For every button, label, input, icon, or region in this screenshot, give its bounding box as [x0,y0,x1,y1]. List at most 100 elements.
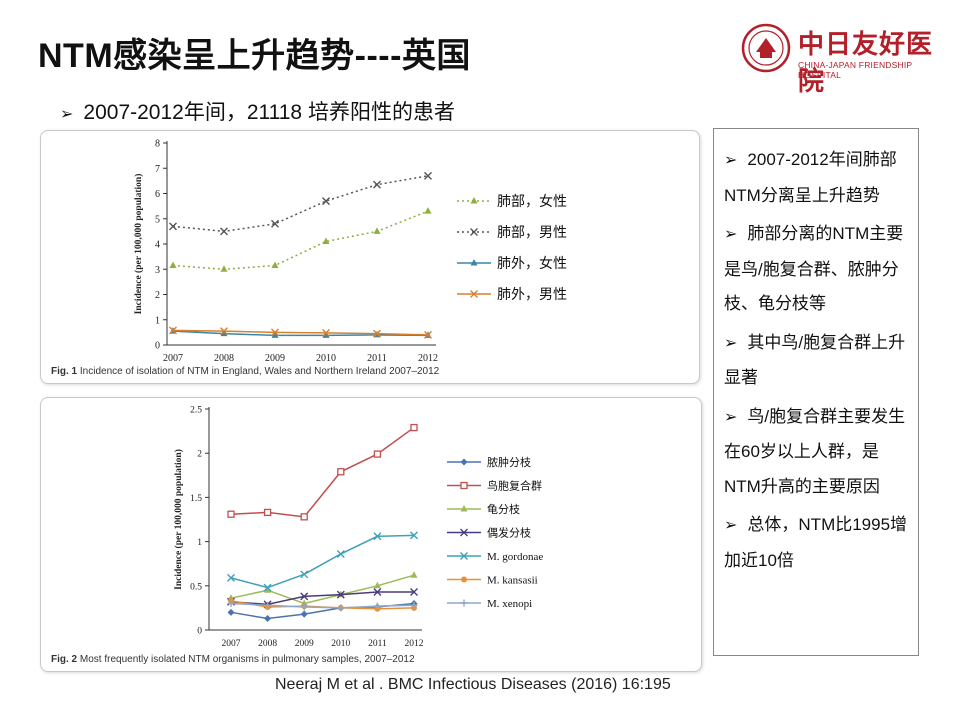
data-point [373,587,382,596]
series-line [172,330,429,337]
y-tick-label: 0 [155,341,160,352]
series-2 [169,171,432,236]
legend-marker [461,576,467,583]
data-point [337,604,345,612]
legend-marker [470,259,478,266]
legend-label: 肺外，男性 [497,287,567,303]
series-3 [227,571,418,606]
x-tick-label: 2008 [214,353,234,361]
summary-bullet: ➢ 肺部分离的NTM主要是鸟/胞复合群、脓肿分枝、龟分枝等 [724,224,904,313]
data-point [271,261,279,268]
data-point [220,327,228,336]
arrow-bullet-icon: ➢ [60,106,74,123]
data-point [263,508,272,517]
data-point [300,592,309,601]
legend-label: M. kansasii [487,574,538,586]
y-tick-label: 3 [155,265,160,276]
summary-bullet: ➢ 2007-2012年间肺部NTM分离呈上升趋势 [724,150,897,205]
y-axis-label: Incidence (per 100,000 population) [133,174,144,315]
data-point [169,222,177,231]
y-tick-label: 5 [155,214,160,225]
series-line [230,534,415,589]
legend-marker [460,481,468,490]
y-tick-label: 1.5 [190,494,202,504]
x-tick-label: 2007 [222,639,241,649]
data-point [337,468,345,476]
x-tick-label: 2011 [367,353,387,361]
x-tick-label: 2009 [295,639,314,649]
legend-label: 龟分枝 [487,502,520,516]
data-point [220,227,228,236]
legend-label: 肺外，女性 [497,255,567,272]
arrow-bullet-icon: ➢ [724,517,738,534]
legend-entry: 脓肿分枝 [447,455,531,469]
y-tick-label: 7 [155,164,160,175]
x-tick-label: 2012 [418,353,438,361]
y-tick-label: 4 [155,240,160,251]
x-tick-label: 2008 [258,639,277,649]
summary-box: ➢ 2007-2012年间肺部NTM分离呈上升趋势 ➢ 肺部分离的NTM主要是鸟/胞… [713,128,919,656]
legend-label: 鸟胞复合群 [487,478,542,492]
data-point [336,549,345,558]
y-axis-label: Incidence (per 100,000 population) [173,449,184,590]
legend-entry: 肺部，男性 [457,225,567,241]
x-tick-label: 2007 [163,353,183,361]
data-point [373,180,381,189]
data-point [424,207,432,214]
series-line [230,426,415,518]
y-tick-label: 6 [155,189,160,200]
y-tick-label: 0.5 [190,582,202,592]
summary-bullet: ➢ 总体，NTM比1995增加近10倍 [724,515,908,570]
series-line [172,210,429,271]
x-tick-label: 2009 [265,353,285,361]
series-line [230,602,415,609]
figure-1-panel: 0 1 2 3 4 5 6 7 8 2007 2008 2009 2010 2011 2012 Inciden… [40,130,700,384]
series-line [172,329,429,336]
legend-entry: 肺外，男性 [457,287,567,303]
citation: Neeraj M et al . BMC Infectious Diseases… [275,676,671,693]
series-1 [169,207,432,272]
figure-2-panel: 0 0.5 1 1.5 2 2.5 2007 2008 2009 2010 2011 2012 Inci… [40,397,702,672]
figure-1-chart: 0 1 2 3 4 5 6 7 8 2007 2008 2009 2010 2011 2012 Inciden… [133,139,567,362]
slide-title: NTM感染呈上升趋势----英国 [38,37,471,75]
data-point [373,602,381,610]
x-tick-label: 2010 [316,353,336,361]
x-tick-label: 2010 [331,639,350,649]
data-point [373,227,381,234]
data-point [271,328,279,337]
data-point [227,573,235,582]
data-point [227,510,235,518]
data-point [271,331,279,338]
data-point [373,450,382,458]
data-point [336,590,345,599]
figure-2-caption: Fig. 2 Most frequently isolated NTM orga… [51,654,415,665]
legend-marker [470,290,478,298]
data-point [322,197,330,206]
data-point [410,571,418,578]
series-5 [227,531,418,592]
arrow-bullet-icon: ➢ [724,226,738,243]
figure-2-chart: 0 0.5 1 1.5 2 2.5 2007 2008 2009 2010 2011 2012 Inci… [173,406,543,650]
data-point [300,570,309,579]
data-point [410,601,418,609]
y-tick-label: 1 [155,315,160,326]
legend-marker [470,197,478,204]
hospital-name-en: CHINA-JAPAN FRIENDSHIP HOSPITAL [798,60,913,80]
hospital-logo: 中日友好医院 CHINA-JAPAN FRIENDSHIP HOSPITAL [740,22,945,97]
legend-entry: M. kansasii [447,574,538,586]
data-point [220,329,228,337]
figure-2-caption-text: Most frequently isolated NTM organisms i… [79,654,415,665]
legend-marker [470,228,478,236]
data-point [424,330,432,339]
series-line [172,175,429,233]
legend-marker [460,552,468,560]
figure-1-caption: Fig. 1 Incidence of isolation of NTM in … [51,366,439,377]
data-point [169,261,177,268]
data-point [264,601,272,609]
hospital-name-cn: 中日友好医院 [798,30,934,97]
y-tick-label: 2 [155,290,160,301]
series-2 [227,423,418,521]
data-point [373,581,381,589]
legend-entry: M. gordonae [447,551,543,563]
data-point [300,603,308,611]
